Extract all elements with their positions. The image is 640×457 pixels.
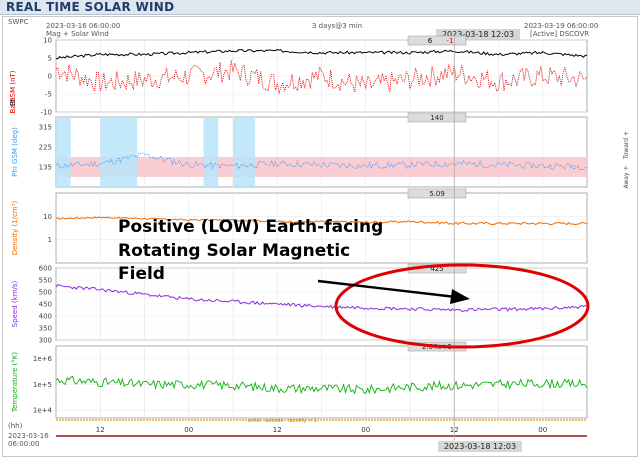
- phi-readout-box: [407, 112, 467, 123]
- speed-ytick: 600: [39, 265, 52, 273]
- strip-outside: outside: [265, 418, 284, 424]
- bz-readout: -1: [447, 37, 454, 45]
- annotation-ellipse: [334, 263, 590, 349]
- annotation-text: Positive (LOW) Earth-facing Rotating Sol…: [118, 216, 383, 287]
- density-ytick: 1: [48, 236, 52, 244]
- footer-tick-0: 12: [96, 426, 105, 434]
- speed-ytick: 550: [39, 277, 52, 285]
- density-line: [55, 216, 588, 226]
- phi-toward-band-1: [56, 117, 71, 187]
- bfield-ytick: -10: [41, 109, 52, 117]
- speed-ylabel: Speed (km/s): [11, 280, 19, 327]
- annotation-arrow-shaft: [317, 279, 457, 299]
- title-banner: REAL TIME SOLAR WIND: [0, 0, 640, 15]
- density-ylabel: Density (1/cm³): [11, 200, 19, 255]
- footer-date: 2023-03-16: [8, 432, 49, 440]
- start-time: 2023-03-16 06:00:00: [46, 22, 121, 30]
- span-label: 3 days@3 min: [312, 22, 363, 30]
- phi-toward-band-3: [203, 117, 219, 187]
- annotation-line-1: Positive (LOW) Earth-facing: [118, 217, 384, 237]
- source-label: [Active] DSCOVR: [530, 30, 590, 38]
- data-label: Mag + Solar Wind: [46, 30, 109, 38]
- annotation-line-2: Rotating Solar Magnetic: [118, 240, 351, 261]
- phi-toward-label: Toward +: [623, 131, 630, 160]
- bz-line: [55, 60, 588, 95]
- strip-enter: enter: [248, 418, 262, 424]
- bfield-ytick: 5: [48, 55, 52, 63]
- temperature-ytick: 1e+4: [33, 407, 53, 415]
- cursor-time-bottom: 2023-03-18 12:03: [438, 441, 522, 452]
- footer-time: 06:00:00: [8, 440, 40, 448]
- speed-readout: 425: [430, 265, 443, 273]
- phi-dots: [55, 152, 588, 171]
- cursor-time-top: 2023-03-18 12:03: [436, 29, 520, 40]
- bt-readout: 6: [428, 37, 433, 45]
- temperature-ytick: 1e+6: [33, 355, 53, 363]
- speed-ytick: 450: [39, 301, 52, 309]
- footer-tick-5: 00: [538, 426, 547, 434]
- footer-tick-2: 12: [273, 426, 282, 434]
- bt-line: [55, 48, 588, 60]
- strip-density: density < 1: [288, 418, 317, 424]
- speed-ytick: 300: [39, 337, 52, 345]
- page-title: REAL TIME SOLAR WIND: [6, 0, 175, 14]
- footer-hh: (hh): [8, 422, 23, 430]
- bfield-ytick: -5: [45, 91, 52, 99]
- speed-ytick: 350: [39, 325, 52, 333]
- bz-ylabel: Bz GSM (nT): [9, 70, 17, 113]
- phi-ylabel: Phi GSM (deg): [11, 127, 19, 177]
- phi-away-label: Away +: [623, 166, 630, 189]
- footer-tick-1: 00: [184, 426, 193, 434]
- speed-ytick: 500: [39, 289, 52, 297]
- speed-line: [55, 284, 588, 312]
- bt-ylabel: Bt: [9, 98, 17, 106]
- org-label: SWPC: [8, 18, 29, 26]
- temperature-ylabel: Temperature (°K): [11, 352, 19, 413]
- phi-ytick: 225: [39, 144, 52, 152]
- temperature-ytick: 1e+5: [33, 381, 52, 389]
- annotation-line-3: Field: [118, 264, 165, 284]
- density-ytick: 10: [43, 213, 52, 221]
- end-time: 2023-03-19 06:00:00: [524, 22, 599, 30]
- phi-readout: 140: [430, 114, 443, 122]
- phi-ytick: 315: [39, 124, 52, 132]
- annotation-arrow-head: [450, 289, 470, 304]
- bfield-readout-box: [407, 35, 467, 46]
- phi-toward-band-4: [233, 117, 256, 187]
- density-readout-box: [407, 188, 467, 199]
- speed-ytick: 400: [39, 313, 52, 321]
- temperature-line: [55, 375, 588, 395]
- phi-toward-band-2: [100, 117, 138, 187]
- bfield-ytick: 0: [48, 73, 52, 81]
- bfield-ytick: 10: [43, 37, 52, 45]
- phi-ytick: 135: [39, 164, 52, 172]
- footer-tick-3: 00: [361, 426, 370, 434]
- density-readout: 5.09: [429, 190, 445, 198]
